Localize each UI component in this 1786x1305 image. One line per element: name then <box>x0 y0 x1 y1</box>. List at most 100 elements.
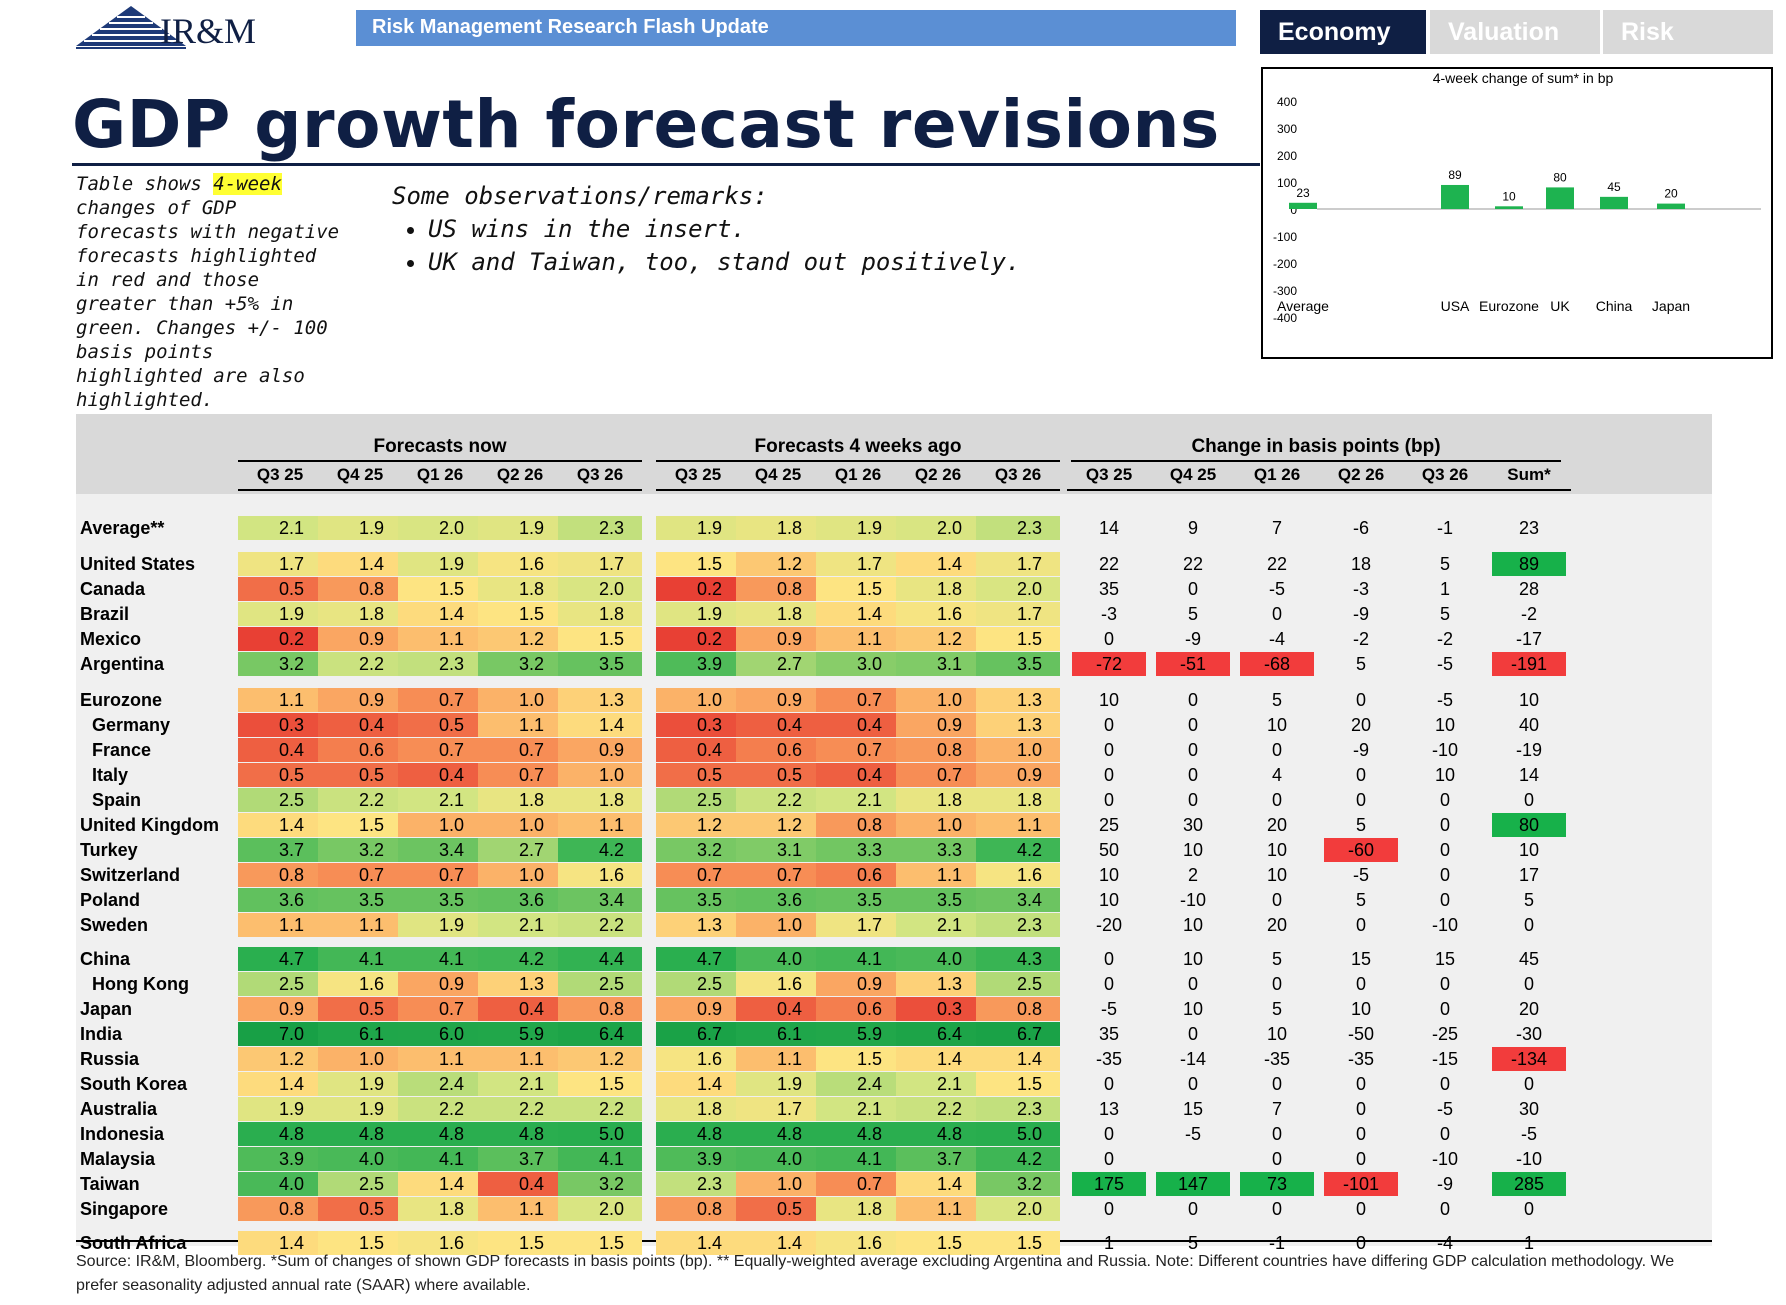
forecast-ago-cell: 0.9 <box>736 627 820 651</box>
column-header-rule <box>1319 489 1403 491</box>
forecast-now-cell: 7.0 <box>238 1022 322 1046</box>
forecast-ago-cell: 1.4 <box>656 1231 740 1255</box>
irm-logo-icon <box>76 6 186 49</box>
change-bp-cell: -9 <box>1184 629 1201 649</box>
change-bp-cell: 0 <box>1187 1199 1198 1219</box>
logo-text: IR&M <box>160 11 257 51</box>
forecast-ago-cell: 0.7 <box>816 688 900 712</box>
remarks-list: US wins in the insert. UK and Taiwan, to… <box>392 213 1020 279</box>
change-bp-cell: -17 <box>1515 629 1542 649</box>
forecast-now-cell: 2.5 <box>238 788 322 812</box>
change-bp-cell: -3 <box>1352 579 1369 599</box>
forecast-ago-cell: 2.2 <box>896 1097 980 1121</box>
forecast-ago-cell: 1.9 <box>656 602 740 626</box>
y-tick-label: 0 <box>1290 203 1297 217</box>
forecast-now-cell: 3.5 <box>318 888 402 912</box>
forecast-ago-cell: 2.7 <box>736 652 820 676</box>
change-bp-cell: 0 <box>1103 1074 1114 1094</box>
observations-remarks: Some observations/remarks: US wins in th… <box>392 180 1020 279</box>
forecast-now-cell: 1.3 <box>478 972 562 996</box>
forecast-ago-cell: 6.7 <box>656 1022 740 1046</box>
forecast-ago-cell: 4.8 <box>736 1122 820 1146</box>
forecast-ago-cell: 3.6 <box>736 888 820 912</box>
forecast-now-cell: 6.0 <box>398 1022 482 1046</box>
row-label: United States <box>80 554 196 574</box>
chart-data-label: 23 <box>1296 186 1310 200</box>
change-bp-cell: 30 <box>1182 815 1204 835</box>
change-bp-cell: 0 <box>1439 790 1450 810</box>
row-label: United Kingdom <box>80 815 219 835</box>
forecast-now-cell: 0.2 <box>238 627 322 651</box>
change-bp-cell: 0 <box>1271 1149 1282 1169</box>
change-bp-cell: 0 <box>1523 1199 1534 1219</box>
forecast-ago-cell: 1.7 <box>816 552 900 576</box>
forecast-ago-cell: 0.3 <box>896 997 980 1021</box>
column-header: Q1 26 <box>416 465 464 484</box>
chart-data-label: 89 <box>1448 168 1462 182</box>
forecast-now-cell: 1.4 <box>238 1231 322 1255</box>
forecast-now-cell: 1.4 <box>558 713 642 737</box>
column-header-rule <box>896 489 980 491</box>
forecast-now-cell: 0.9 <box>318 627 402 651</box>
change-bp-cell: 0 <box>1187 579 1198 599</box>
forecast-ago-cell: 1.3 <box>896 972 980 996</box>
y-tick-label: 300 <box>1277 122 1297 136</box>
forecast-now-cell: 1.5 <box>558 1231 642 1255</box>
forecast-ago-cell: 2.1 <box>816 1097 900 1121</box>
forecast-now-cell: 1.8 <box>558 602 642 626</box>
row-label: Canada <box>80 579 146 599</box>
change-bp-cell: 0 <box>1271 1199 1282 1219</box>
change-bp-cell: 89 <box>1492 552 1566 576</box>
forecast-ago-cell: 6.1 <box>736 1022 820 1046</box>
x-category-label: China <box>1596 298 1633 314</box>
y-tick-label: 200 <box>1277 149 1297 163</box>
tab-economy[interactable]: Economy <box>1260 10 1426 54</box>
column-header: Q2 26 <box>496 465 544 484</box>
change-bp-cell: -25 <box>1431 1024 1458 1044</box>
forecast-ago-cell: 1.2 <box>736 813 820 837</box>
tab-valuation[interactable]: Valuation <box>1430 10 1600 54</box>
forecast-now-cell: 0.4 <box>478 997 562 1021</box>
forecast-now-cell: 4.7 <box>238 947 322 971</box>
change-bp-cell: 0 <box>1523 915 1534 935</box>
forecast-ago-cell: 2.2 <box>736 788 820 812</box>
forecast-ago-cell: 0.4 <box>736 713 820 737</box>
change-bp-cell: 0 <box>1103 1199 1114 1219</box>
change-bp-cell: 0 <box>1103 974 1114 994</box>
forecast-now-cell: 0.7 <box>478 763 562 787</box>
chart-bar <box>1546 187 1574 209</box>
change-bp-cell: -5 <box>1436 1099 1453 1119</box>
forecast-now-cell: 4.2 <box>478 947 562 971</box>
forecast-now-cell: 1.9 <box>238 1097 322 1121</box>
forecast-ago-cell: 2.4 <box>816 1072 900 1096</box>
forecast-ago-cell: 1.0 <box>656 688 740 712</box>
change-bp-cell: 5 <box>1523 890 1534 910</box>
row-label: Mexico <box>80 629 142 649</box>
change-bp-cell: 0 <box>1271 740 1282 760</box>
change-bp-cell: 0 <box>1355 915 1366 935</box>
change-bp-cell: 0 <box>1439 840 1450 860</box>
change-bp-cell: -50 <box>1347 1024 1374 1044</box>
forecast-now-cell: 4.2 <box>558 838 642 862</box>
column-header-rule <box>1067 489 1151 491</box>
forecast-ago-cell: 3.5 <box>976 652 1060 676</box>
forecast-ago-cell: 1.1 <box>896 863 980 887</box>
change-bp-cell <box>1156 1147 1230 1171</box>
forecast-now-cell: 3.6 <box>478 888 562 912</box>
tab-risk[interactable]: Risk <box>1603 10 1773 54</box>
forecast-now-cell: 4.4 <box>558 947 642 971</box>
group-header-rule <box>656 460 1060 462</box>
change-bp-cell: -5 <box>1184 1124 1201 1144</box>
column-header: Q1 26 <box>834 465 882 484</box>
forecast-now-cell: 2.2 <box>318 652 402 676</box>
x-category-label: Eurozone <box>1479 298 1539 314</box>
change-bp-cell: 0 <box>1439 1074 1450 1094</box>
change-bp-cell: 5 <box>1271 690 1282 710</box>
change-bp-cell: 10 <box>1098 865 1120 885</box>
y-tick-label: -400 <box>1273 311 1297 325</box>
forecast-now-cell: 1.9 <box>318 1072 402 1096</box>
column-header: Q1 26 <box>1253 465 1301 484</box>
change-bp-cell: 23 <box>1518 518 1540 538</box>
change-bp-cell: 17 <box>1518 865 1540 885</box>
forecast-ago-cell: 1.8 <box>896 788 980 812</box>
